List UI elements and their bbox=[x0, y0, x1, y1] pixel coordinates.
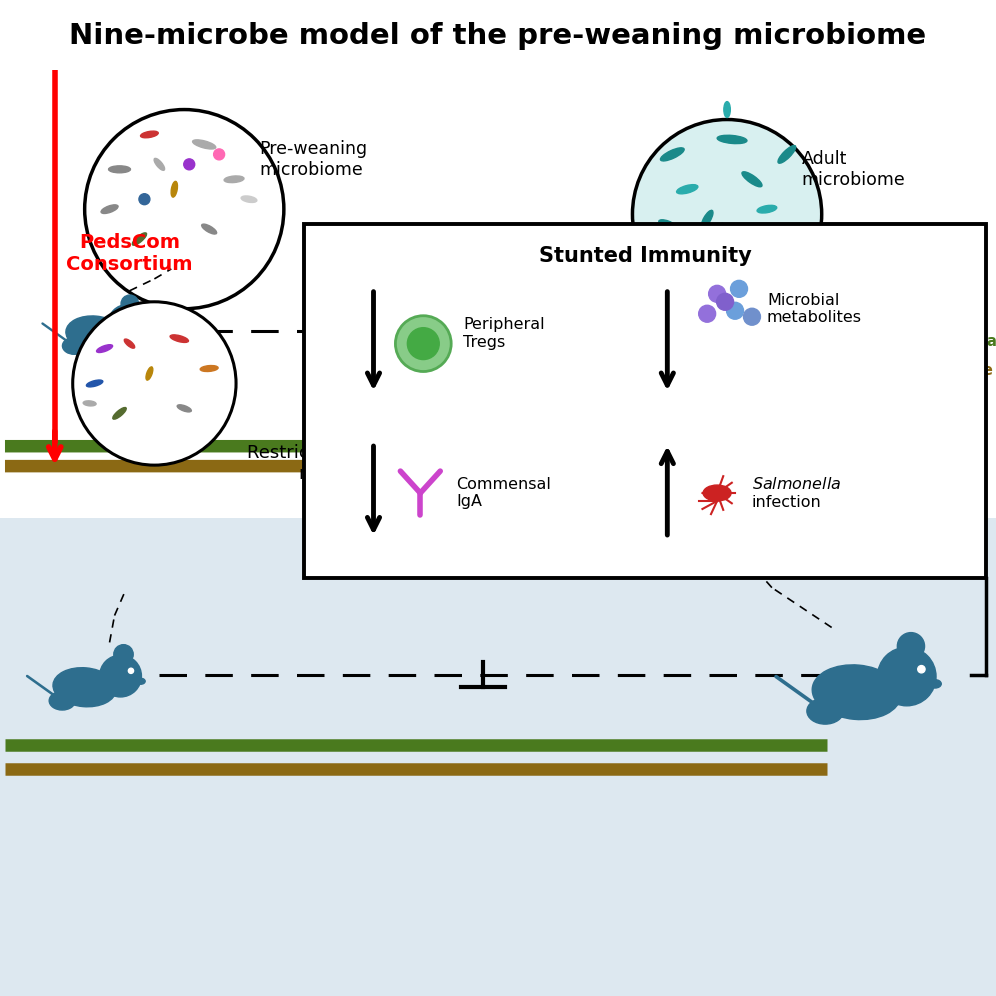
Circle shape bbox=[917, 665, 925, 673]
Text: Nine-microbe model of the pre-weaning microbiome: Nine-microbe model of the pre-weaning mi… bbox=[70, 22, 926, 50]
Ellipse shape bbox=[724, 102, 730, 118]
Circle shape bbox=[839, 275, 864, 300]
FancyBboxPatch shape bbox=[304, 224, 986, 578]
Circle shape bbox=[214, 148, 225, 159]
Ellipse shape bbox=[170, 335, 188, 343]
Ellipse shape bbox=[171, 181, 177, 197]
Circle shape bbox=[395, 316, 451, 372]
Ellipse shape bbox=[757, 334, 790, 358]
Bar bbox=[0, 0, 996, 518]
Ellipse shape bbox=[63, 338, 87, 355]
Ellipse shape bbox=[704, 436, 710, 450]
Ellipse shape bbox=[146, 367, 152, 380]
Ellipse shape bbox=[675, 410, 689, 416]
Text: Microbial
metabolites: Microbial metabolites bbox=[767, 293, 862, 325]
Ellipse shape bbox=[660, 147, 684, 161]
Ellipse shape bbox=[66, 316, 124, 352]
Circle shape bbox=[897, 632, 924, 659]
Circle shape bbox=[717, 293, 734, 311]
Ellipse shape bbox=[658, 220, 676, 228]
Ellipse shape bbox=[141, 326, 149, 331]
Ellipse shape bbox=[140, 131, 158, 137]
Circle shape bbox=[821, 288, 873, 341]
Ellipse shape bbox=[868, 318, 878, 325]
Ellipse shape bbox=[53, 667, 117, 707]
Circle shape bbox=[632, 120, 822, 309]
Ellipse shape bbox=[241, 196, 257, 202]
Circle shape bbox=[138, 193, 150, 204]
Ellipse shape bbox=[757, 205, 777, 213]
Ellipse shape bbox=[732, 383, 742, 393]
Circle shape bbox=[699, 305, 716, 323]
Ellipse shape bbox=[717, 135, 747, 143]
Text: Age: Age bbox=[647, 286, 679, 304]
Ellipse shape bbox=[49, 691, 76, 710]
Ellipse shape bbox=[224, 176, 244, 182]
Ellipse shape bbox=[113, 407, 126, 419]
Circle shape bbox=[85, 110, 284, 309]
Text: Weaning: Weaning bbox=[353, 286, 424, 304]
Ellipse shape bbox=[84, 400, 96, 406]
Ellipse shape bbox=[192, 139, 216, 149]
Ellipse shape bbox=[97, 345, 113, 353]
Ellipse shape bbox=[87, 380, 103, 386]
Circle shape bbox=[858, 305, 864, 311]
Ellipse shape bbox=[688, 375, 706, 381]
Ellipse shape bbox=[132, 233, 146, 245]
Text: Peripheral
Tregs: Peripheral Tregs bbox=[463, 318, 545, 350]
Circle shape bbox=[122, 295, 138, 313]
Ellipse shape bbox=[640, 445, 654, 451]
Ellipse shape bbox=[177, 404, 191, 412]
Circle shape bbox=[184, 158, 195, 169]
Text: Microbial complexity: Microbial complexity bbox=[926, 334, 996, 350]
Ellipse shape bbox=[676, 184, 698, 194]
Ellipse shape bbox=[109, 165, 130, 172]
Circle shape bbox=[407, 328, 439, 360]
Text: $\it{Salmonella}$
infection: $\it{Salmonella}$ infection bbox=[752, 476, 842, 510]
Ellipse shape bbox=[807, 698, 844, 724]
Ellipse shape bbox=[618, 416, 627, 430]
Text: Adult
microbiome: Adult microbiome bbox=[802, 150, 905, 188]
Circle shape bbox=[134, 317, 139, 321]
Text: Commensal
IgA: Commensal IgA bbox=[456, 477, 551, 509]
Ellipse shape bbox=[742, 171, 762, 187]
Text: Stunted Immunity: Stunted Immunity bbox=[539, 246, 751, 266]
Ellipse shape bbox=[703, 485, 731, 501]
Circle shape bbox=[709, 285, 726, 302]
Ellipse shape bbox=[154, 158, 164, 170]
Circle shape bbox=[100, 655, 141, 697]
Ellipse shape bbox=[701, 210, 713, 228]
Ellipse shape bbox=[201, 224, 217, 234]
Ellipse shape bbox=[621, 389, 634, 397]
Text: Immune system: Immune system bbox=[926, 363, 996, 378]
Ellipse shape bbox=[778, 145, 796, 163]
Ellipse shape bbox=[101, 205, 119, 213]
Text: Restricted microbiome
maturation: Restricted microbiome maturation bbox=[247, 444, 450, 482]
Ellipse shape bbox=[812, 665, 901, 719]
Ellipse shape bbox=[200, 366, 218, 372]
Bar bbox=[0, 518, 996, 996]
Ellipse shape bbox=[136, 678, 145, 684]
Circle shape bbox=[73, 302, 236, 465]
Ellipse shape bbox=[124, 339, 134, 349]
Circle shape bbox=[601, 342, 764, 505]
Circle shape bbox=[128, 668, 133, 673]
Circle shape bbox=[114, 644, 133, 664]
Ellipse shape bbox=[719, 399, 735, 407]
Circle shape bbox=[109, 305, 146, 343]
Circle shape bbox=[727, 302, 743, 319]
Text: Pre-weaning
microbiome: Pre-weaning microbiome bbox=[259, 140, 368, 178]
Circle shape bbox=[731, 280, 747, 297]
Text: PedsCom
Consortium: PedsCom Consortium bbox=[66, 233, 193, 275]
Circle shape bbox=[743, 308, 761, 325]
Circle shape bbox=[877, 647, 936, 706]
Ellipse shape bbox=[651, 384, 663, 392]
Ellipse shape bbox=[928, 679, 941, 688]
Ellipse shape bbox=[762, 304, 842, 354]
